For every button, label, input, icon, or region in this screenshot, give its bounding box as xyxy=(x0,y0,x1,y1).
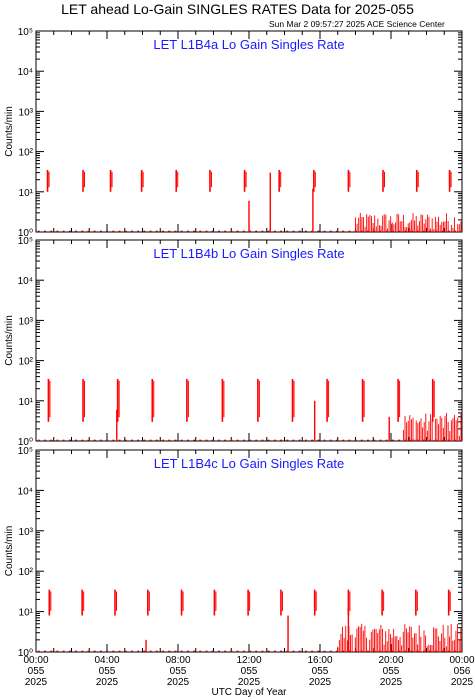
y-tick-label: 10⁵ xyxy=(18,236,33,247)
timestamp: Sun Mar 2 09:57:27 2025 ACE Science Cent… xyxy=(269,19,445,29)
y-tick-label: 10² xyxy=(19,567,34,578)
y-tick-label: 10³ xyxy=(19,527,34,538)
x-tick-label: 20:00 xyxy=(378,655,403,666)
y-tick-label: 10⁵ xyxy=(18,446,33,457)
x-tick-label: 055 xyxy=(99,666,116,677)
x-tick-label: 055 xyxy=(312,666,329,677)
plot-frame xyxy=(35,449,463,653)
y-tick-label: 10¹ xyxy=(19,397,34,408)
x-tick-label: 16:00 xyxy=(307,655,332,666)
x-tick-label: 04:00 xyxy=(94,655,119,666)
x-tick-label: 2025 xyxy=(25,677,48,688)
x-axis-label: UTC Day of Year xyxy=(211,687,287,698)
y-tick-label: 10⁴ xyxy=(18,67,33,78)
x-tick-label: 055 xyxy=(28,666,45,677)
y-axis-label: Counts/min xyxy=(4,106,15,157)
x-tick-label: 055 xyxy=(241,666,258,677)
panel-title: LET L1B4b Lo Gain Singles Rate xyxy=(153,246,344,261)
x-tick-label: 00:00 xyxy=(23,655,48,666)
x-tick-label: 2025 xyxy=(451,677,474,688)
y-tick-label: 10¹ xyxy=(19,608,34,619)
panel-title: LET L1B4a Lo Gain Singles Rate xyxy=(153,37,344,52)
x-tick-label: 2025 xyxy=(380,677,403,688)
x-tick-label: 055 xyxy=(383,666,400,677)
y-tick-label: 10⁵ xyxy=(18,27,33,38)
x-tick-label: 2025 xyxy=(167,677,190,688)
panel-title: LET L1B4c Lo Gain Singles Rate xyxy=(154,456,345,471)
x-tick-label: 2025 xyxy=(96,677,119,688)
y-tick-label: 10⁰ xyxy=(18,437,33,448)
x-tick-label: 055 xyxy=(170,666,187,677)
y-tick-label: 10⁴ xyxy=(18,486,33,497)
chart-title: LET ahead Lo-Gain SINGLES RATES Data for… xyxy=(61,1,414,17)
y-tick-label: 10² xyxy=(19,357,34,368)
x-tick-label: 2025 xyxy=(238,677,261,688)
y-tick-label: 10³ xyxy=(19,316,34,327)
y-tick-label: 10⁰ xyxy=(18,648,33,659)
y-tick-label: 10² xyxy=(19,148,34,159)
y-tick-label: 10³ xyxy=(19,107,34,118)
x-tick-label: 2025 xyxy=(309,677,332,688)
x-tick-label: 12:00 xyxy=(236,655,261,666)
y-tick-label: 10⁰ xyxy=(18,228,33,239)
y-tick-label: 10⁴ xyxy=(18,276,33,287)
x-tick-label: 00:00 xyxy=(449,655,474,666)
y-axis-label: Counts/min xyxy=(4,526,15,577)
x-tick-label: 056 xyxy=(454,666,471,677)
y-axis-label: Counts/min xyxy=(4,315,15,366)
x-tick-label: 08:00 xyxy=(165,655,190,666)
y-tick-label: 10¹ xyxy=(19,188,34,199)
